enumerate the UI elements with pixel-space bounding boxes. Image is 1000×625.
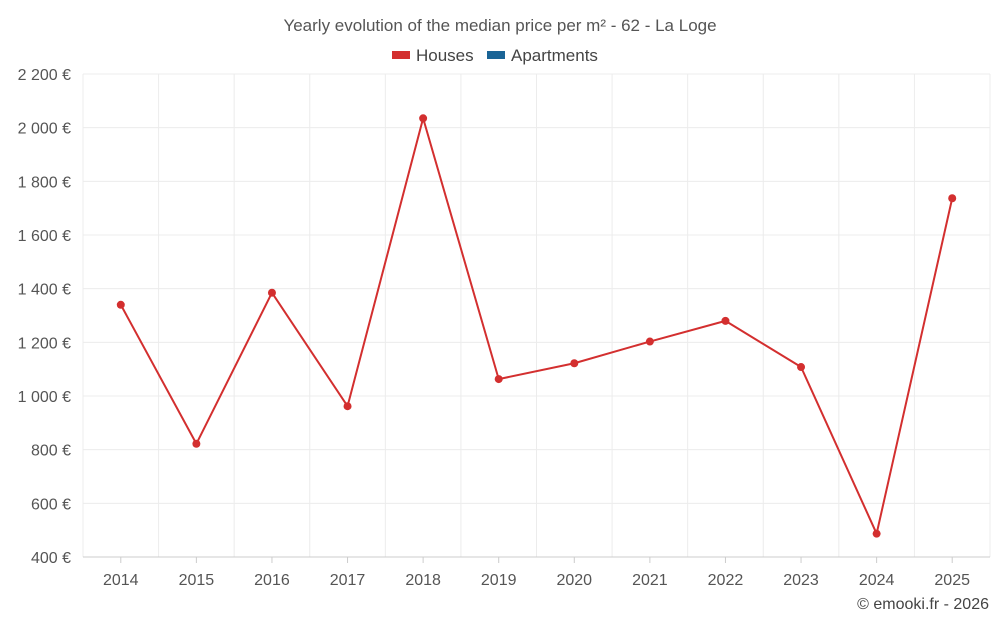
- data-point-2014[interactable]: [116, 300, 125, 309]
- y-tick-label: 2 200 €: [18, 67, 71, 84]
- chart-title: Yearly evolution of the median price per…: [283, 16, 716, 35]
- legend-label-apartments[interactable]: Apartments: [511, 46, 598, 65]
- y-tick-label: 1 400 €: [18, 282, 71, 299]
- x-tick-label: 2025: [934, 572, 970, 589]
- y-tick-label: 800 €: [31, 443, 71, 460]
- x-tick-label: 2015: [179, 572, 215, 589]
- data-point-2015[interactable]: [192, 439, 201, 448]
- series-line-houses: [119, 117, 954, 535]
- data-point-2019[interactable]: [494, 375, 503, 384]
- x-tick-label: 2018: [405, 572, 441, 589]
- data-point-2016[interactable]: [267, 288, 276, 297]
- y-tick-label: 2 000 €: [18, 121, 71, 138]
- data-point-2017[interactable]: [343, 402, 352, 411]
- data-point-2018[interactable]: [419, 114, 428, 123]
- legend-swatch-apartments[interactable]: [487, 51, 505, 59]
- x-tick-label: 2022: [708, 572, 744, 589]
- x-tick-label: 2019: [481, 572, 517, 589]
- data-point-2021[interactable]: [645, 337, 654, 346]
- x-tick-label: 2023: [783, 572, 819, 589]
- legend-label-houses[interactable]: Houses: [416, 46, 474, 65]
- series-houses: [116, 114, 957, 538]
- x-tick-label: 2014: [103, 572, 139, 589]
- y-tick-label: 1 800 €: [18, 174, 71, 191]
- x-tick-label: 2024: [859, 572, 895, 589]
- data-point-2023[interactable]: [797, 363, 806, 372]
- legend: Houses Apartments: [392, 46, 598, 65]
- data-point-2020[interactable]: [570, 359, 579, 368]
- legend-swatch-houses[interactable]: [392, 51, 410, 59]
- y-axis-ticks: 400 € 600 € 800 € 1 000 € 1 200 € 1 400 € 1 60…: [18, 67, 71, 567]
- y-tick-label: 1 000 €: [18, 389, 71, 406]
- data-point-2024[interactable]: [872, 529, 881, 538]
- data-point-2022[interactable]: [721, 316, 730, 325]
- x-axis-ticks: 2014 2015 2016 2017 2018 2019 2020 2021 2022 2023…: [103, 557, 970, 589]
- grid: [82, 73, 991, 558]
- x-tick-label: 2016: [254, 572, 290, 589]
- data-point-2025[interactable]: [948, 194, 957, 203]
- credit-text: © emooki.fr - 2026: [857, 596, 989, 613]
- y-tick-label: 1 600 €: [18, 228, 71, 245]
- y-tick-label: 600 €: [31, 496, 71, 513]
- y-tick-label: 1 200 €: [18, 335, 71, 352]
- x-tick-label: 2020: [556, 572, 592, 589]
- x-tick-label: 2021: [632, 572, 668, 589]
- y-tick-label: 400 €: [31, 550, 71, 567]
- x-tick-label: 2017: [330, 572, 366, 589]
